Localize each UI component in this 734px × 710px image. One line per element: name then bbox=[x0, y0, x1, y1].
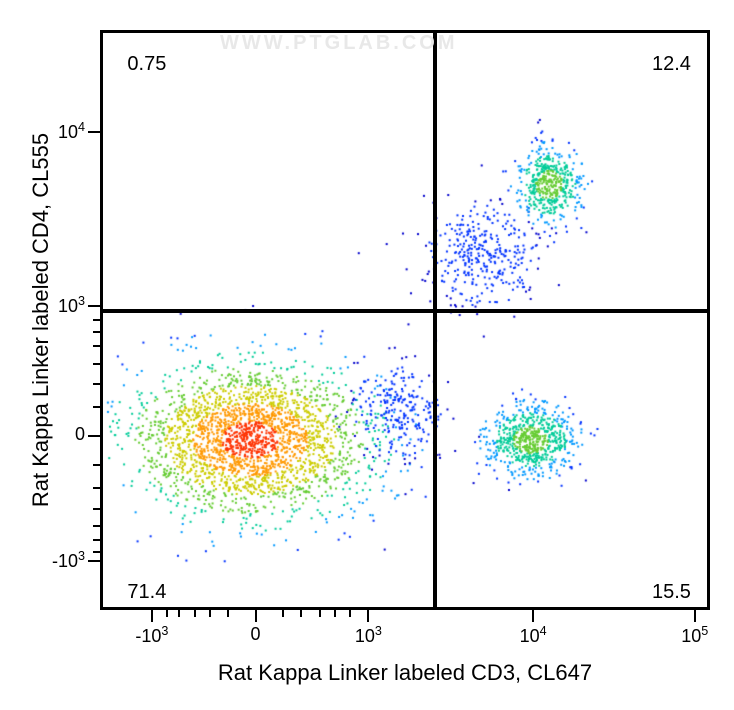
x-minor-tick bbox=[300, 610, 302, 617]
x-minor-tick bbox=[194, 610, 196, 617]
x-minor-tick bbox=[334, 610, 336, 617]
y-minor-tick bbox=[93, 464, 100, 466]
quadrant-gate-vertical bbox=[433, 33, 437, 607]
y-minor-tick bbox=[93, 551, 100, 553]
y-minor-tick bbox=[93, 487, 100, 489]
quadrant-q2-label: 12.4 bbox=[652, 53, 691, 76]
y-minor-tick bbox=[93, 331, 100, 333]
y-minor-tick bbox=[93, 525, 100, 527]
y-minor-tick bbox=[93, 508, 100, 510]
x-axis-label: Rat Kappa Linker labeled CD3, CL647 bbox=[100, 660, 710, 686]
quadrant-gate-horizontal bbox=[103, 309, 707, 313]
y-minor-tick bbox=[93, 539, 100, 541]
y-tick-mark bbox=[88, 435, 100, 437]
x-minor-tick bbox=[166, 610, 168, 617]
x-tick-label: -103 bbox=[132, 624, 172, 647]
y-minor-tick bbox=[93, 345, 100, 347]
y-axis-label: Rat Kappa Linker labeled CD4, CL555 bbox=[28, 30, 54, 610]
x-tick-label: 104 bbox=[513, 624, 553, 647]
y-minor-tick bbox=[93, 363, 100, 365]
y-minor-tick bbox=[93, 383, 100, 385]
x-minor-tick bbox=[349, 610, 351, 617]
x-tick-label: 103 bbox=[348, 624, 388, 647]
chart-container: { "chart": { "type": "scatter-density", … bbox=[0, 0, 734, 710]
x-minor-tick bbox=[319, 610, 321, 617]
quadrant-q4-label: 15.5 bbox=[652, 581, 691, 604]
y-minor-tick bbox=[93, 406, 100, 408]
x-tick-mark bbox=[255, 610, 257, 622]
x-tick-label: 0 bbox=[236, 624, 276, 645]
x-tick-mark bbox=[694, 610, 696, 622]
x-tick-label: 105 bbox=[675, 624, 715, 647]
y-tick-mark bbox=[88, 131, 100, 133]
scatter-canvas bbox=[103, 33, 710, 610]
quadrant-q3-label: 71.4 bbox=[127, 581, 166, 604]
x-minor-tick bbox=[282, 610, 284, 617]
x-tick-mark bbox=[532, 610, 534, 622]
x-minor-tick bbox=[209, 610, 211, 617]
y-minor-tick bbox=[93, 319, 100, 321]
y-tick-mark bbox=[88, 560, 100, 562]
y-tick-mark bbox=[88, 305, 100, 307]
x-tick-mark bbox=[367, 610, 369, 622]
x-minor-tick bbox=[227, 610, 229, 617]
x-tick-mark bbox=[151, 610, 153, 622]
x-minor-tick bbox=[178, 610, 180, 617]
plot-area: 0.75 12.4 71.4 15.5 bbox=[100, 30, 710, 610]
quadrant-q1-label: 0.75 bbox=[127, 53, 166, 76]
